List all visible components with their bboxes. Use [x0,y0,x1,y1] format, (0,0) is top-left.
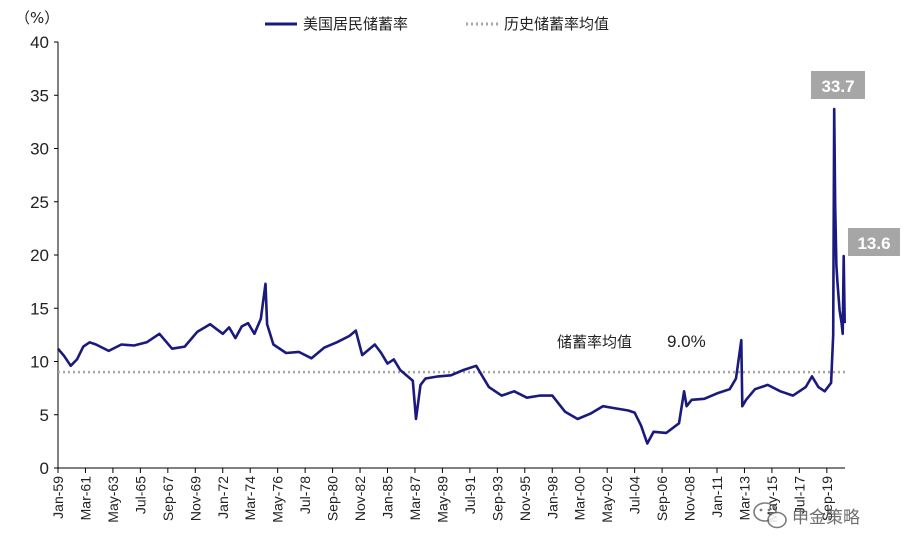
x-tick-label-Sep-06: Sep-06 [654,476,670,521]
y-axis-label: （%） [15,9,59,27]
x-tick-label-Nov-95: Nov-95 [517,476,533,521]
x-tick-label-Mar-87: Mar-87 [407,476,423,521]
y-tick-label-15: 15 [30,299,49,318]
x-tick-label-Jul-17: Jul-17 [791,476,807,514]
x-tick-label-May-02: May-02 [599,476,615,523]
y-tick-label-30: 30 [30,140,49,159]
x-tick-label-Jan-72: Jan-72 [215,476,231,519]
x-tick-label-Jul-78: Jul-78 [297,476,313,514]
x-tick-label-Sep-80: Sep-80 [325,476,341,521]
x-tick-label-Jul-65: Jul-65 [132,476,148,514]
x-tick-label-Mar-13: Mar-13 [736,476,752,521]
x-tick-label-Jan-85: Jan-85 [380,476,396,519]
watermark: 申金策略 [753,502,860,529]
series-line-savings-rate [57,107,846,445]
y-tick-label-0: 0 [40,459,49,478]
average-annotation: 储蓄率均值 9.0% [557,332,706,351]
watermark-text: 申金策略 [792,508,860,528]
y-tick-label-35: 35 [30,86,49,105]
average-annotation-value: 9.0% [667,332,706,351]
x-tick-label-May-89: May-89 [434,476,450,523]
peak-callout-value: 33.7 [821,77,854,96]
y-tick-label-10: 10 [30,353,49,372]
y-ticks: 0 5 10 15 20 25 30 35 40 [30,33,58,478]
peak-callout-box [811,71,865,99]
latest-callout-value: 13.6 [857,234,890,253]
x-tick-label-Sep-19: Sep-19 [819,476,835,521]
x-tick-label-Nov-82: Nov-82 [352,476,368,521]
x-tick-label-Sep-93: Sep-93 [489,476,505,521]
x-tick-label-Nov-69: Nov-69 [187,476,203,521]
x-tick-label-May-63: May-63 [105,476,121,523]
x-tick-label-Nov-08: Nov-08 [682,476,698,521]
x-tick-label-Jan-11: Jan-11 [709,476,725,518]
x-tick-label-Jul-04: Jul-04 [627,476,643,514]
x-tick-label-Mar-61: Mar-61 [77,476,93,521]
x-ticks: Jan-59 Mar-61 May-63 Jul-65 Sep-67 Nov-69 Jan-… [50,468,835,523]
legend-label-historical-average: 历史储蓄率均值 [504,15,609,33]
x-tick-label-Jul-91: Jul-91 [462,476,478,514]
y-tick-label-20: 20 [30,246,49,265]
average-annotation-label: 储蓄率均值 [557,333,632,351]
x-tick-label-Mar-74: Mar-74 [242,476,258,521]
x-tick-label-Mar-00: Mar-00 [572,476,588,521]
legend-label-savings-rate: 美国居民储蓄率 [303,15,408,33]
legend: 美国居民储蓄率 历史储蓄率均值 [265,15,609,33]
x-tick-label-Sep-67: Sep-67 [160,476,176,521]
latest-callout-box [848,228,900,256]
y-tick-label-40: 40 [30,33,49,52]
wechat-icon [753,502,787,529]
x-tick-label-May-76: May-76 [270,476,286,523]
peak-callout: 33.7 [811,71,865,99]
latest-callout: 13.6 [848,228,900,256]
y-tick-label-25: 25 [30,193,49,212]
x-tick-label-Jan-59: Jan-59 [50,476,66,519]
x-tick-label-Jan-98: Jan-98 [544,476,560,519]
y-tick-label-5: 5 [40,406,49,425]
